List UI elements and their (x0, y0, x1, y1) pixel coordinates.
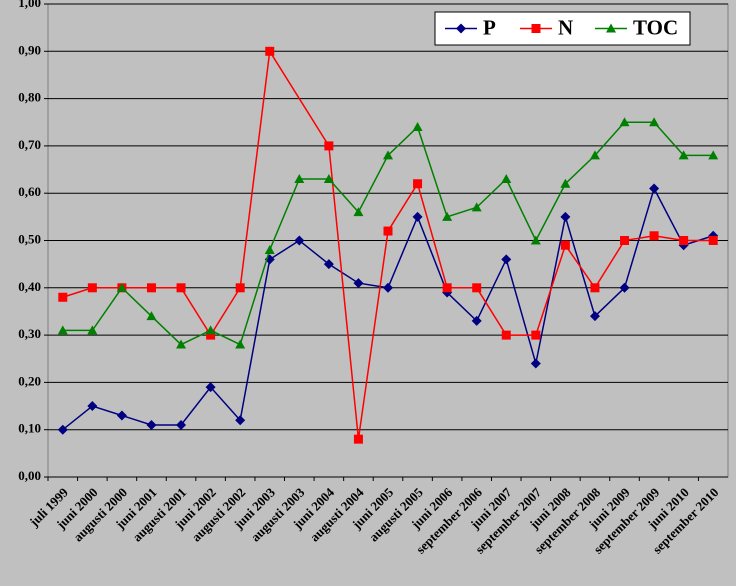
y-tick-label: 0,40 (18, 279, 41, 294)
y-tick-label: 0,90 (18, 42, 41, 57)
marker (530, 235, 541, 245)
marker (589, 311, 600, 322)
marker (353, 278, 364, 289)
marker (58, 292, 68, 302)
marker (265, 46, 275, 56)
marker (57, 424, 68, 435)
marker (501, 330, 511, 340)
marker (323, 174, 334, 184)
y-tick-label: 0,60 (18, 184, 41, 199)
marker (412, 211, 423, 222)
marker (679, 236, 689, 245)
y-tick-label: 0,50 (18, 231, 41, 246)
y-tick-label: 0,30 (18, 326, 41, 341)
marker (324, 141, 334, 151)
marker (116, 282, 127, 292)
marker (383, 226, 393, 236)
marker (235, 415, 246, 426)
legend-marker (531, 24, 541, 33)
series-line (62, 51, 271, 337)
marker (176, 283, 186, 293)
marker (471, 202, 482, 212)
marker (206, 330, 216, 340)
legend-label: TOC (633, 15, 678, 39)
marker (205, 325, 216, 335)
marker (205, 382, 216, 393)
marker (501, 174, 512, 184)
y-tick-label: 0,20 (18, 373, 41, 388)
marker (708, 236, 718, 245)
series-line (328, 145, 714, 440)
legend-label: P (483, 15, 496, 39)
marker (589, 150, 600, 160)
marker (708, 150, 719, 160)
marker (383, 150, 393, 160)
legend-marker (606, 23, 616, 33)
marker (116, 410, 127, 421)
marker (649, 231, 659, 241)
marker (471, 315, 482, 326)
marker (531, 330, 541, 340)
marker (442, 211, 453, 221)
marker (323, 259, 334, 270)
marker (353, 434, 363, 444)
marker (57, 325, 68, 335)
marker (442, 283, 452, 293)
marker (649, 183, 660, 194)
marker (146, 419, 157, 430)
marker (678, 150, 689, 160)
y-tick-label: 0,10 (18, 421, 41, 436)
marker (412, 121, 423, 131)
marker (619, 282, 630, 293)
marker (87, 401, 98, 412)
marker (294, 174, 305, 184)
marker (501, 254, 512, 265)
marker (530, 358, 541, 369)
marker (560, 211, 571, 222)
legend-box (434, 11, 691, 46)
gap-connector (269, 50, 330, 147)
marker (353, 207, 364, 217)
legend-label: N (558, 15, 573, 39)
y-tick-label: 0,80 (18, 90, 41, 105)
marker (383, 282, 393, 293)
marker (146, 283, 156, 293)
marker (146, 311, 157, 321)
marker (560, 178, 571, 188)
marker (235, 283, 245, 293)
legend-marker (456, 23, 466, 34)
marker (87, 283, 97, 293)
marker (619, 117, 630, 127)
marker (620, 236, 630, 245)
marker (472, 283, 482, 293)
marker (294, 235, 305, 246)
marker (176, 339, 187, 349)
legend: P N TOC (434, 11, 691, 46)
y-tick-label: 1,00 (18, 0, 41, 10)
marker (560, 240, 570, 250)
y-tick-label: 0,70 (18, 137, 41, 152)
marker (264, 244, 275, 254)
marker (413, 179, 423, 189)
y-tick-label: 0,00 (18, 468, 41, 483)
marker (590, 283, 600, 293)
marker (87, 325, 98, 335)
marker (176, 419, 187, 430)
marker (235, 339, 246, 349)
marker (649, 117, 660, 127)
